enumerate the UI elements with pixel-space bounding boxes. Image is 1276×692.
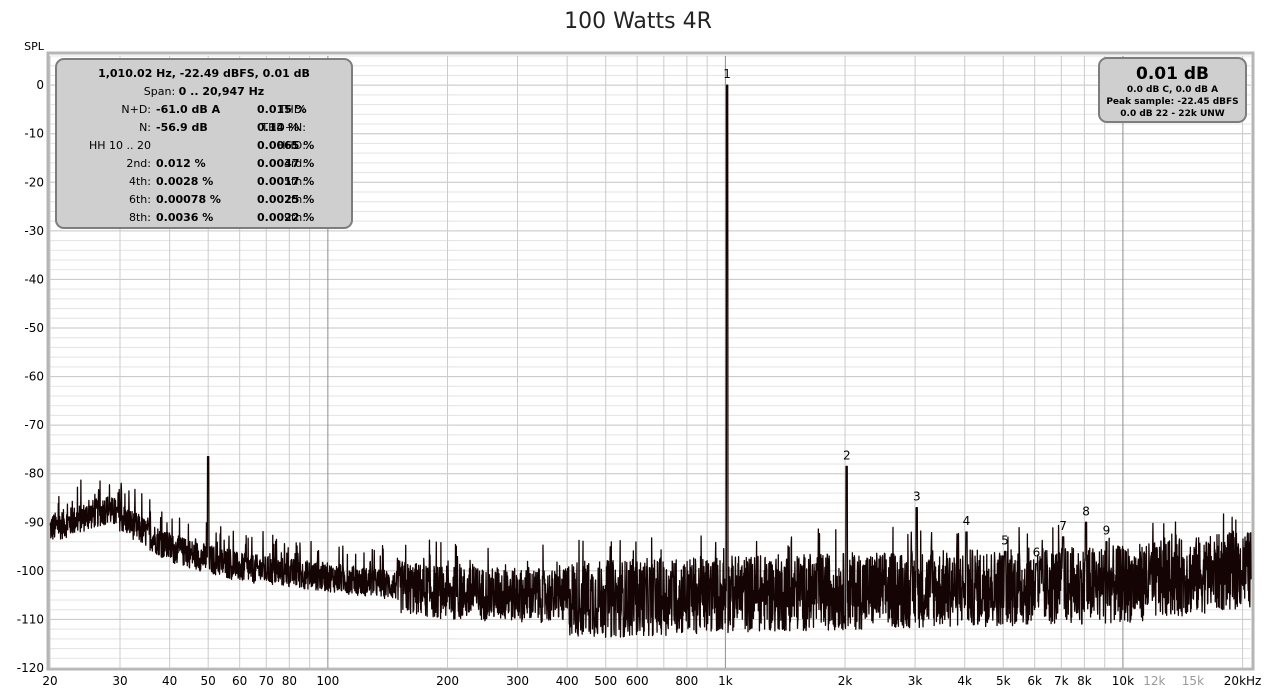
x-tick-label: 15k [1182,674,1204,688]
stats-span: Span: 0 .. 20,947 Hz [57,83,351,101]
level-unweighted: 0.0 dB 22 - 22k UNW [1120,109,1225,119]
stat-label: 9th: [284,211,306,224]
x-tick-label: 80 [282,674,297,688]
y-tick-label: -70 [24,418,44,432]
stat-label: 7th: [284,193,306,206]
x-tick-label: 20 [42,674,57,688]
stat-label: THD: [278,103,306,116]
x-tick-label: 40 [162,674,177,688]
x-tick-label: 50 [201,674,216,688]
stat-value: 0.012 % [156,157,206,170]
x-tick-label: 12k [1143,674,1165,688]
stat-value: 0.14 % [257,121,299,134]
stat-label: N: [139,121,151,134]
x-tick-label: 6k [1027,674,1042,688]
distortion-stats-panel: 1,010.02 Hz, -22.49 dBFS, 0.01 dB Span: … [55,58,353,229]
harmonic-marker-label: 4 [963,514,971,528]
x-tick-label: 20kHz [1224,674,1262,688]
spectrum-trace [49,84,1252,638]
stat-label: HH 10 .. 20 [89,139,152,152]
stats-header: 1,010.02 Hz, -22.49 dBFS, 0.01 dB [98,67,310,80]
stats-row-n: N: -56.9 dB THD+N: 0.14 % [57,119,351,137]
stats-row-h67: 6th: 0.00078 % 7th: 0.0025 % [57,191,351,209]
y-tick-label: -20 [24,175,44,189]
stats-row-h45: 4th: 0.0028 % 5th: 0.0017 % [57,173,351,191]
y-tick-label: -90 [24,515,44,529]
harmonic-marker-label: 3 [913,490,921,504]
stat-value: 0.0017 % [257,175,315,188]
x-tick-label: 5k [996,674,1011,688]
x-tick-label: 800 [675,674,698,688]
harmonic-marker-label: 7 [1059,519,1067,533]
stat-value: -61.0 dB A [156,103,221,116]
y-tick-label: -110 [17,612,44,626]
x-tick-label: 500 [594,674,617,688]
x-tick-label: 100 [316,674,339,688]
y-tick-label: 0 [36,78,44,92]
y-axis-label: SPL [24,40,45,53]
y-tick-label: -80 [24,467,44,481]
x-tick-label: 2k [838,674,853,688]
chart-title: 100 Watts 4R [564,9,712,34]
x-tick-label: 3k [908,674,923,688]
harmonic-marker-label: 1 [723,67,731,81]
stat-label: HHD: [277,139,306,152]
x-tick-label: 7k [1054,674,1069,688]
span-value: 0 .. 20,947 Hz [178,85,265,98]
stats-row-h89: 8th: 0.0036 % 9th: 0.0022 % [57,209,351,227]
stat-value: 0.0047 % [257,157,315,170]
x-tick-label: 30 [112,674,127,688]
x-tick-label: 8k [1077,674,1092,688]
stat-label: 2nd: [126,157,151,170]
harmonic-marker-label: 9 [1103,524,1111,538]
harmonic-marker-label: 2 [843,448,851,462]
stat-label: 5th: [284,175,306,188]
x-tick-label: 600 [626,674,649,688]
stat-value: 0.0025 % [257,193,315,206]
stat-value: 0.0036 % [156,211,214,224]
stat-label: THD+N: [261,121,306,134]
stat-value: 0.015 % [257,103,307,116]
x-tick-label: 4k [957,674,972,688]
level-reading: 0.01 dB [1136,64,1209,84]
x-tick-label: 200 [436,674,459,688]
harmonic-marker-label: 5 [1001,533,1009,547]
stat-label: 3rd: [283,157,306,170]
stat-label: 8th: [129,211,151,224]
x-tick-label: 400 [556,674,579,688]
x-tick-label: 300 [506,674,529,688]
stat-value: 0.0022 % [257,211,315,224]
stats-row-hh: HH 10 .. 20 HHD: 0.0065 % [57,137,351,155]
level-weighted: 0.0 dB C, 0.0 dB A [1126,85,1219,95]
stat-value: 0.0028 % [156,175,214,188]
y-tick-label: -40 [24,272,44,286]
stat-value: -56.9 dB [156,121,208,134]
x-tick-label: 1k [718,674,733,688]
y-tick-label: -50 [24,321,44,335]
harmonic-marker-label: 6 [1033,546,1041,560]
peak-sample: Peak sample: -22.45 dBFS [1106,97,1239,107]
stat-label: N+D: [121,103,151,116]
span-label: Span: [143,85,176,98]
stat-label: 6th: [129,193,151,206]
stat-value: 0.00078 % [156,193,221,206]
y-tick-label: -100 [17,564,44,578]
stats-row-h23: 2nd: 0.012 % 3rd: 0.0047 % [57,155,351,173]
x-tick-label: 60 [232,674,247,688]
y-tick-label: -120 [17,661,44,675]
x-tick-label: 70 [259,674,274,688]
stat-label: 4th: [129,175,151,188]
harmonic-marker-label: 8 [1082,504,1090,518]
stat-value: 0.0065 % [257,139,315,152]
y-tick-label: -60 [24,370,44,384]
x-tick-label: 10k [1112,674,1134,688]
y-tick-label: -10 [24,127,44,141]
y-tick-label: -30 [24,224,44,238]
level-meter-panel: 0.01 dB 0.0 dB C, 0.0 dB A Peak sample: … [1098,57,1247,123]
stats-row-nd: N+D: -61.0 dB A THD: 0.015 % [57,101,351,119]
